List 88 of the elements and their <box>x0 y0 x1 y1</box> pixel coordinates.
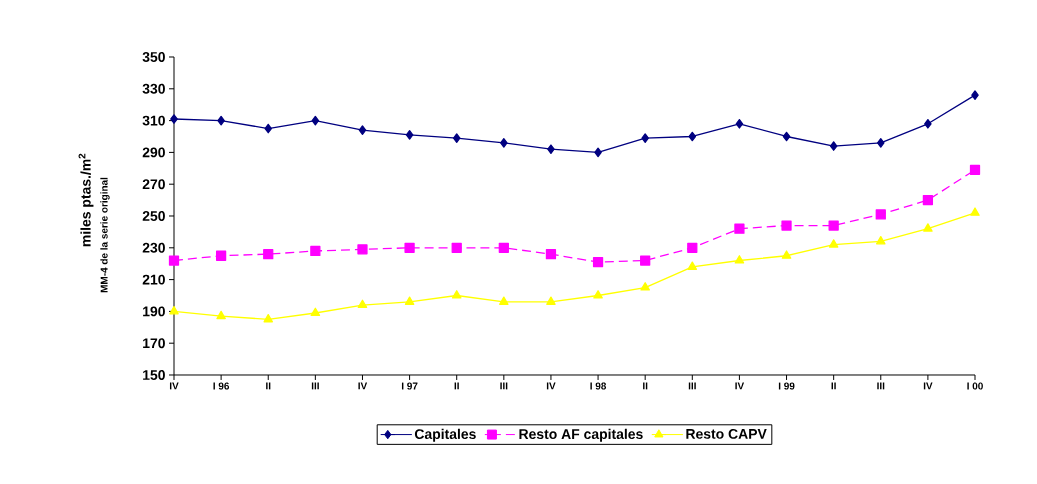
y-tick-label: 330 <box>142 83 165 94</box>
point <box>263 249 274 260</box>
point <box>828 220 839 231</box>
x-tick-label: III <box>311 382 319 390</box>
point <box>875 236 886 245</box>
y-tick-label: 230 <box>142 242 165 253</box>
x-tick-label: III <box>500 382 508 390</box>
point <box>781 220 792 231</box>
point <box>782 131 791 142</box>
x-tick-label: IV <box>923 382 933 390</box>
point <box>829 141 838 151</box>
point <box>688 131 697 142</box>
x-tick-label: III <box>688 382 696 390</box>
point <box>734 223 745 234</box>
x-tick-label: IV <box>169 382 179 390</box>
legend-label: Resto CAPV <box>686 428 767 439</box>
x-tick-label: II <box>454 382 459 390</box>
point <box>499 296 509 305</box>
x-tick-label: II <box>831 382 836 390</box>
y-tick-label: 350 <box>142 52 165 62</box>
point <box>640 282 650 291</box>
x-tick-label: I 99 <box>778 382 795 390</box>
y-tick-label: 310 <box>142 115 165 126</box>
point <box>310 245 321 257</box>
y-tick-label: 210 <box>142 274 165 285</box>
x-tick-label: I 96 <box>213 382 230 390</box>
y-tick-label: 290 <box>142 147 165 158</box>
point <box>922 194 934 206</box>
legend-label: Capitales <box>414 428 476 442</box>
point <box>452 133 461 143</box>
point <box>545 249 557 260</box>
point <box>640 255 651 266</box>
x-tick-label: II <box>266 382 271 390</box>
point <box>593 290 603 299</box>
point <box>263 313 274 323</box>
x-tick-label: I 00 <box>967 382 983 390</box>
point <box>924 118 932 129</box>
y-tick-label: 150 <box>143 370 165 380</box>
y-tick-label: 170 <box>143 338 165 349</box>
x-tick-label: I 97 <box>401 382 418 390</box>
x-tick-label: IV <box>358 382 368 390</box>
x-tick-label: IV <box>735 382 745 390</box>
point <box>169 305 179 315</box>
point <box>734 255 745 264</box>
point <box>404 242 415 253</box>
point <box>216 310 226 320</box>
point <box>594 147 602 158</box>
text: MM-4 de la serie original <box>100 177 110 293</box>
point <box>970 207 980 216</box>
point <box>828 239 839 248</box>
x-tick-label: II <box>643 382 648 390</box>
point <box>592 256 604 268</box>
point <box>404 296 415 305</box>
point <box>215 250 227 261</box>
point <box>781 250 792 259</box>
point <box>498 242 509 253</box>
point <box>451 290 462 299</box>
point <box>971 90 979 100</box>
y-tick-label: 250 <box>142 211 165 221</box>
point <box>357 244 368 255</box>
point <box>451 242 462 253</box>
x-tick-label: III <box>877 382 885 390</box>
point <box>500 138 508 148</box>
point <box>357 299 368 309</box>
point <box>311 115 320 126</box>
point <box>687 261 698 270</box>
x-tick-label: IV <box>546 382 556 390</box>
point <box>358 125 367 135</box>
y-axis-title: miles ptas./m$^{2}$ <box>78 153 94 247</box>
legend-label: Resto AF capitales <box>519 428 643 442</box>
point <box>641 133 649 143</box>
y-tick-label: 190 <box>143 306 165 317</box>
point <box>735 118 744 129</box>
point <box>923 223 933 232</box>
point <box>687 242 698 253</box>
point <box>547 144 555 155</box>
point <box>170 114 178 124</box>
point <box>310 307 321 317</box>
point <box>217 115 225 126</box>
point <box>875 209 886 220</box>
point <box>405 130 414 140</box>
x-tick-label: I 98 <box>590 382 607 390</box>
point <box>969 164 981 176</box>
point <box>264 123 273 134</box>
point <box>546 296 556 305</box>
point <box>168 255 180 266</box>
y-tick-label: 270 <box>142 179 165 190</box>
point <box>876 138 885 148</box>
